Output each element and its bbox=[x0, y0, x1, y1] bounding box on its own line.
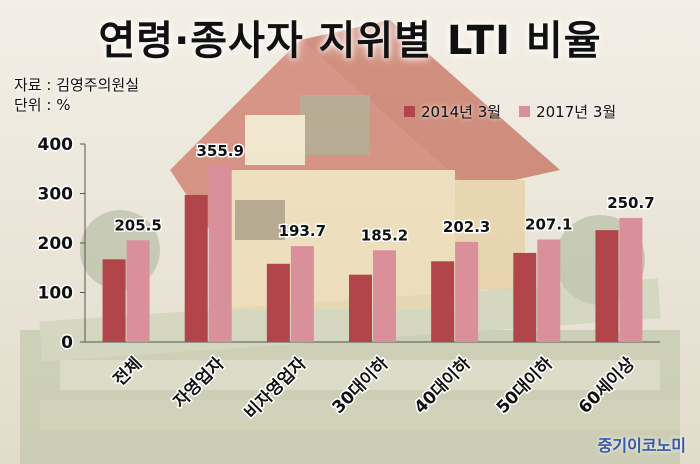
bar-2014 bbox=[595, 230, 619, 342]
chart-legend: 2014년 3월 2017년 3월 bbox=[404, 101, 634, 122]
y-tick-label: 300 bbox=[38, 185, 74, 205]
data-label: 250.7 bbox=[607, 194, 654, 212]
bar-2017 bbox=[455, 241, 479, 342]
legend-label-2014: 2014년 3월 bbox=[421, 103, 502, 121]
x-tick-label: 전체 bbox=[110, 354, 146, 390]
source-note: 자료 : 김영주의원실 bbox=[14, 76, 139, 94]
x-tick-label: 50대이하 bbox=[493, 354, 557, 418]
bar-2017 bbox=[126, 240, 150, 342]
bar-2014 bbox=[349, 274, 372, 342]
x-tick-label: 40대이하 bbox=[411, 354, 475, 418]
bar-2017 bbox=[208, 165, 232, 342]
data-label: 193.7 bbox=[279, 222, 326, 240]
legend-swatch-2017 bbox=[519, 106, 531, 117]
bar-2014 bbox=[266, 263, 290, 342]
y-tick-label: 200 bbox=[38, 234, 74, 254]
legend-item-2017: 2017년 3월 bbox=[519, 101, 616, 122]
data-label: 207.1 bbox=[525, 215, 572, 233]
y-tick-label: 0 bbox=[61, 333, 73, 353]
data-label: 355.9 bbox=[196, 142, 243, 160]
bar-2017 bbox=[537, 239, 561, 342]
data-label: 202.3 bbox=[443, 218, 490, 236]
legend-item-2014: 2014년 3월 bbox=[404, 101, 501, 122]
bar-2014 bbox=[184, 194, 208, 342]
bar-2014 bbox=[431, 261, 455, 342]
bar-2017 bbox=[373, 250, 396, 342]
legend-swatch-2014 bbox=[404, 106, 415, 117]
x-tick-label: 30대이하 bbox=[328, 354, 392, 418]
unit-note: 단위 : % bbox=[14, 96, 71, 114]
x-tick-label: 자영업자 bbox=[170, 354, 229, 413]
y-tick-label: 400 bbox=[38, 135, 74, 155]
x-tick-label: 60세이상 bbox=[575, 354, 639, 418]
legend-label-2017: 2017년 3월 bbox=[536, 103, 617, 121]
chart-title: 연령·종사자 지위별 LTI 비율 bbox=[98, 18, 602, 64]
publisher-watermark: 중기이코노미 bbox=[597, 436, 686, 455]
bar-2014 bbox=[102, 259, 126, 342]
y-tick-label: 100 bbox=[38, 284, 74, 304]
bar-2017 bbox=[619, 217, 643, 342]
bar-2017 bbox=[290, 246, 314, 342]
data-label: 185.2 bbox=[361, 226, 408, 244]
data-label: 205.5 bbox=[114, 216, 161, 234]
x-tick-label: 비자영업자 bbox=[241, 354, 311, 424]
bar-2014 bbox=[513, 252, 537, 342]
